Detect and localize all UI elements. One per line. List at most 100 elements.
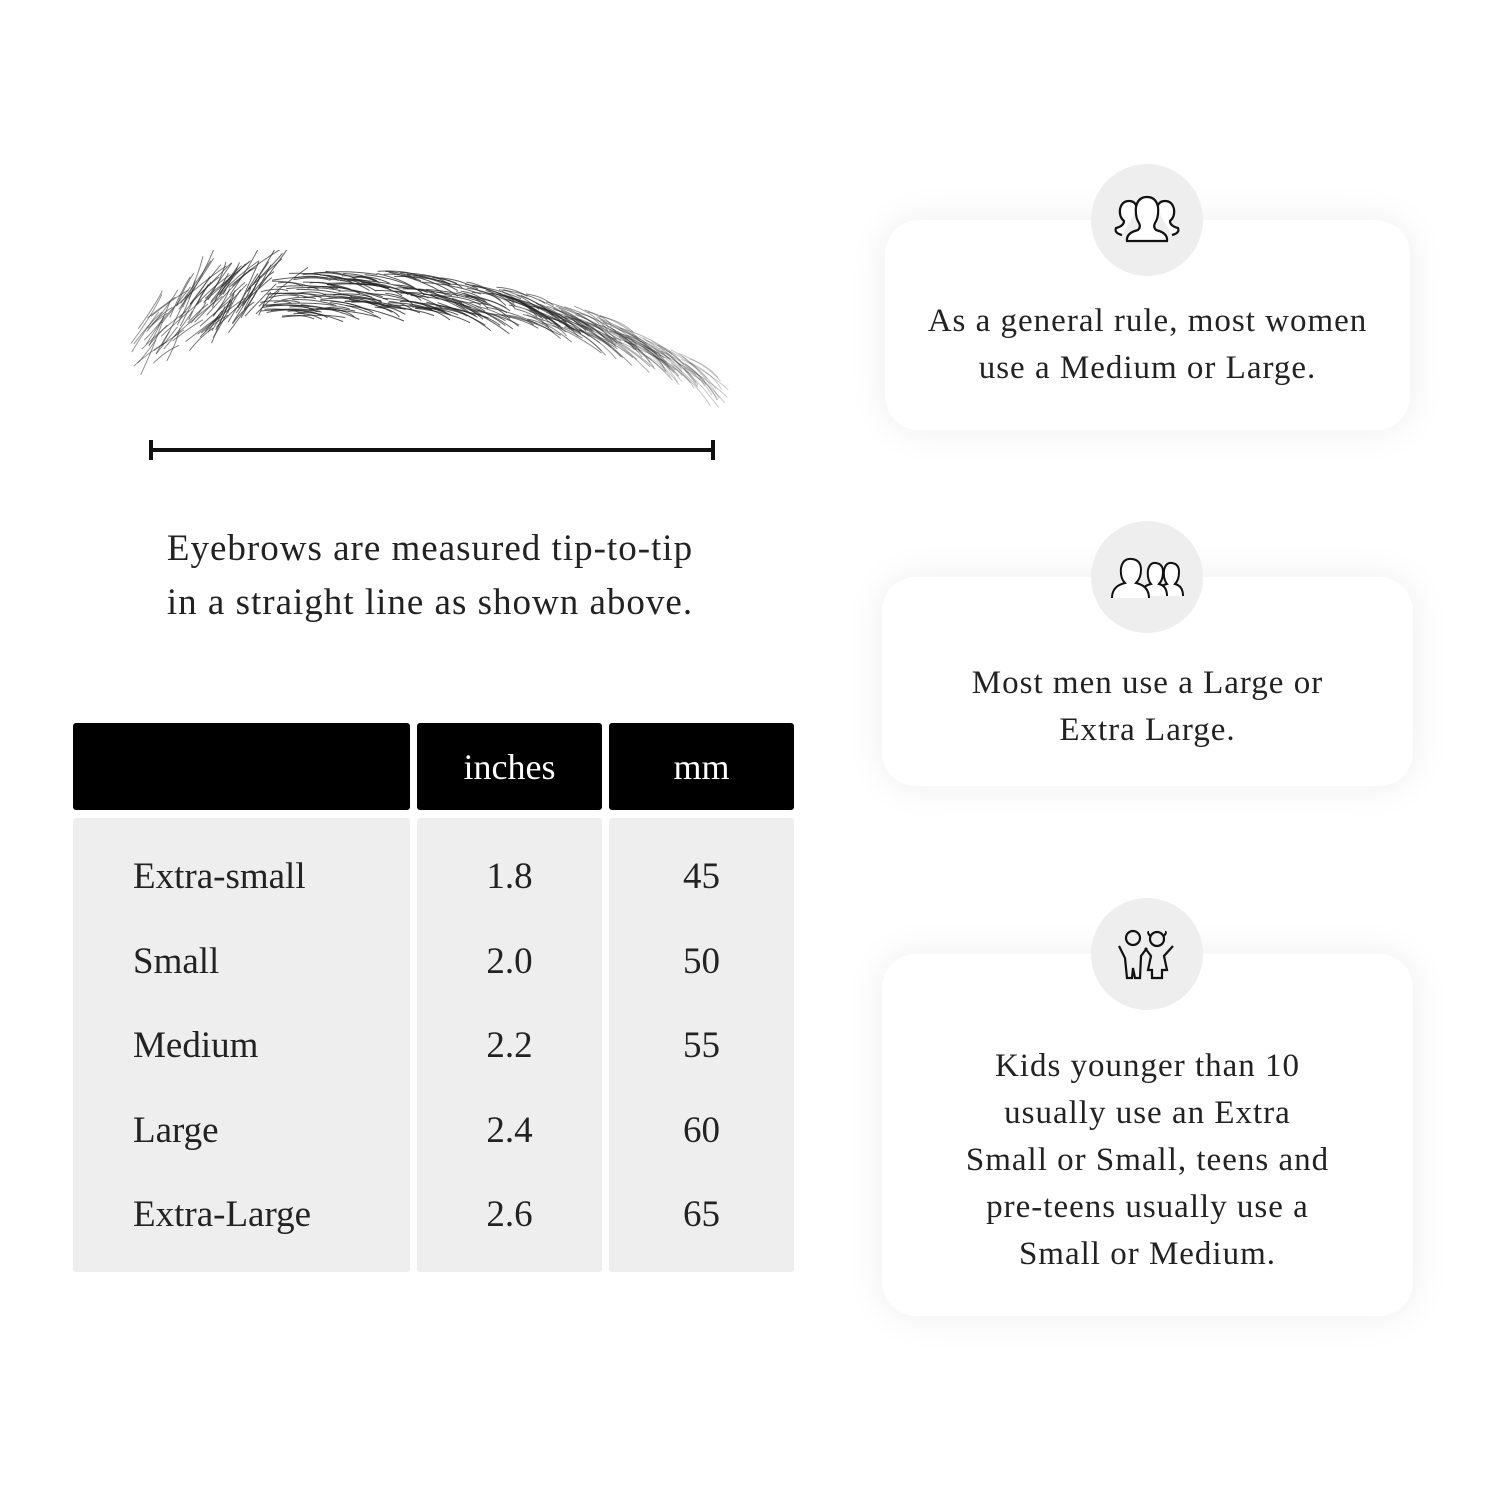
eyebrow-hair <box>553 308 589 332</box>
eyebrow-hair <box>189 262 232 305</box>
eyebrow-hair <box>388 300 415 312</box>
eyebrow-hair <box>147 312 168 329</box>
eyebrow-hair <box>406 274 451 286</box>
caption-line: Eyebrows are measured tip-to-tip <box>166 528 694 569</box>
eyebrow-hair <box>451 297 506 326</box>
eyebrow-hair <box>671 366 711 407</box>
eyebrow-hair <box>166 328 181 362</box>
card-text: usually use an Extra <box>1004 1094 1291 1131</box>
eyebrow-hair <box>627 334 658 354</box>
eyebrow-hair <box>329 279 386 287</box>
eyebrow-hair <box>670 349 708 379</box>
eyebrow-hair <box>414 302 476 316</box>
eyebrow-hair <box>653 350 698 387</box>
eyebrow-hair <box>163 310 193 350</box>
eyebrow-hair <box>586 321 637 351</box>
inches-cell: 2.4 <box>486 1110 533 1151</box>
eyebrow-hair <box>463 292 511 319</box>
eyebrow-hair <box>575 314 617 341</box>
mm-cell: 55 <box>683 1025 720 1066</box>
eyebrow-hair <box>460 290 488 304</box>
eyebrow-hair <box>443 299 484 317</box>
eyebrow-hair <box>682 367 719 408</box>
eyebrow-hair <box>645 339 685 365</box>
eyebrow-hair <box>558 313 583 328</box>
eyebrow-hair <box>584 309 610 328</box>
eyebrow-hair <box>153 329 185 351</box>
table-column-size <box>73 818 410 1272</box>
eyebrow-hair <box>642 345 678 383</box>
eyebrow-hair <box>456 291 489 310</box>
eyebrow-hair <box>307 285 334 290</box>
card-text: pre-teens usually use a <box>986 1188 1309 1225</box>
eyebrow-hair <box>253 271 275 292</box>
mm-cell: 50 <box>683 941 720 982</box>
kids-icon <box>1091 898 1203 1010</box>
eyebrow-hair <box>564 306 616 332</box>
eyebrow-hair <box>161 286 191 324</box>
eyebrow-hair <box>393 284 423 293</box>
size-cell: Medium <box>133 1025 259 1066</box>
eyebrow-hair <box>655 356 683 382</box>
eyebrow-hair <box>470 312 501 326</box>
eyebrow-hair <box>228 250 281 288</box>
eyebrow-hair <box>349 283 392 291</box>
eyebrow-hair <box>155 326 178 355</box>
eyebrow-hair <box>247 258 283 290</box>
eyebrow-hair <box>642 345 671 371</box>
eyebrow-hair <box>206 268 251 316</box>
eyebrow-hair <box>546 315 575 331</box>
eyebrow-hair <box>325 270 367 285</box>
eyebrow-hair <box>270 308 321 312</box>
eyebrow-hair <box>624 336 668 363</box>
eyebrow-hair <box>131 311 159 353</box>
eyebrow-hair <box>381 307 435 317</box>
eyebrow-hair <box>172 319 204 342</box>
eyebrow-hair <box>334 276 377 292</box>
eyebrow-hair <box>203 262 233 304</box>
eyebrow-hair <box>646 350 680 386</box>
eyebrow-hair <box>347 278 378 287</box>
eyebrow-hair <box>670 363 695 389</box>
eyebrow-hair <box>312 307 356 312</box>
eyebrow-hair <box>578 329 617 360</box>
eyebrow-hair <box>153 344 180 364</box>
eyebrow-hair <box>281 296 316 301</box>
eyebrow-hair <box>441 295 482 306</box>
card-text: Extra Large. <box>1059 711 1236 748</box>
eyebrow-hair <box>659 354 682 369</box>
eyebrow-hair <box>352 276 380 284</box>
eyebrow-hair <box>137 339 157 364</box>
mm-cell: 60 <box>683 1110 720 1151</box>
eyebrow-hair <box>199 314 229 338</box>
eyebrow-hair <box>246 261 270 292</box>
eyebrow-hair <box>514 308 550 329</box>
eyebrow-hair <box>599 324 630 345</box>
eyebrow-hair <box>346 305 405 322</box>
eyebrow-hair <box>658 347 683 370</box>
eyebrow-hair <box>329 302 382 320</box>
eyebrow-hair <box>187 303 209 324</box>
eyebrow-hair <box>560 309 610 343</box>
eyebrow-hair <box>356 275 390 284</box>
eyebrow-hair <box>394 275 451 285</box>
eyebrow-hair <box>485 290 516 309</box>
eyebrow-hair <box>611 337 635 350</box>
eyebrow-hair <box>215 299 231 331</box>
eyebrow-hair <box>464 283 522 300</box>
eyebrow-hair <box>378 305 421 314</box>
eyebrow-hair <box>564 316 606 339</box>
eyebrow-hair <box>204 283 248 332</box>
eyebrow-hair <box>188 327 214 352</box>
eyebrow-hair <box>613 331 651 363</box>
eyebrow-hair <box>272 276 329 281</box>
eyebrow-hair <box>522 313 583 339</box>
eyebrow-hair <box>281 314 346 318</box>
eyebrow-hair <box>227 289 242 314</box>
eyebrow-hair <box>188 284 209 321</box>
eyebrow-hair <box>587 311 612 326</box>
eyebrow-hair <box>596 317 648 345</box>
eyebrow-hair <box>475 305 519 327</box>
eyebrow-hair <box>579 328 634 358</box>
eyebrow-hair <box>681 355 720 399</box>
